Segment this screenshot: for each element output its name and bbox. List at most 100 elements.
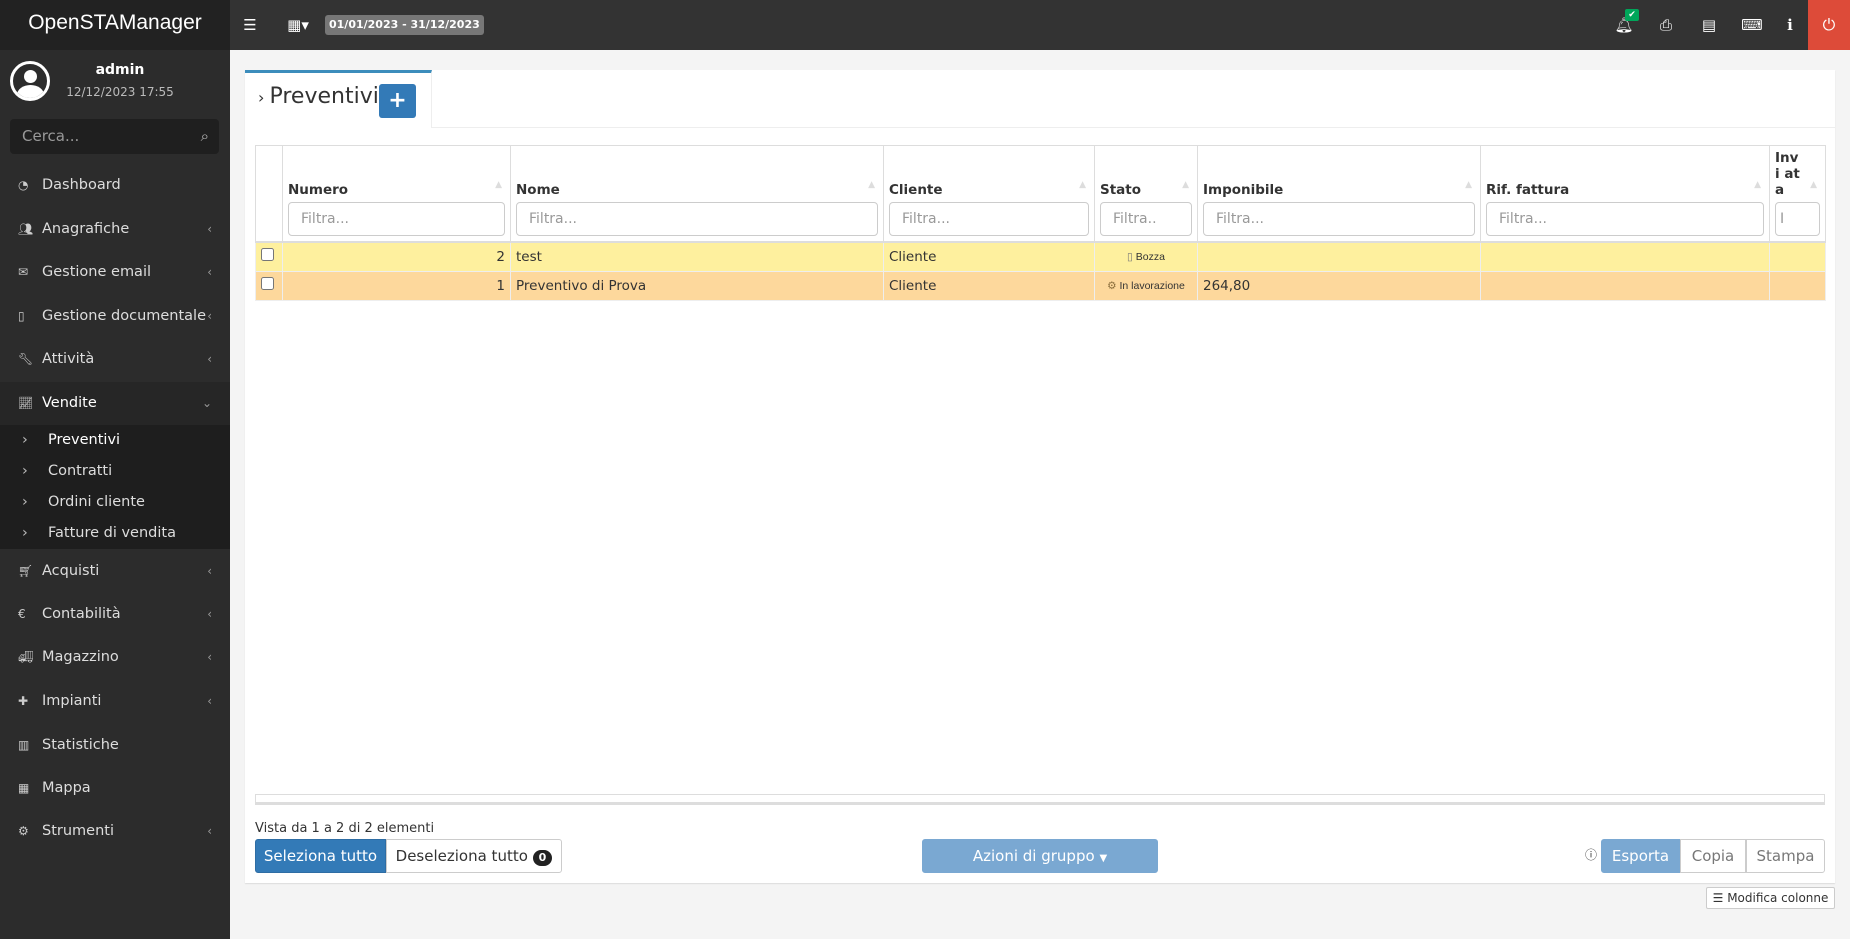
column-title: Imponibile	[1203, 182, 1284, 198]
sidebar-item-contabilit-[interactable]: € Contabilità ‹	[0, 593, 230, 636]
deselect-all-button[interactable]: Deseleziona tutto 0	[386, 839, 562, 873]
table-row[interactable]: 2 test Cliente ▯ Bozza	[255, 241, 1826, 272]
submenu-item-fatture-di-vendita[interactable]: › Fatture di vendita	[0, 518, 230, 549]
file-icon: ▯	[18, 309, 25, 323]
sidebar-item-acquisti[interactable]: 🛒︎ Acquisti ‹	[0, 550, 230, 593]
filter-placeholder: Filtra...	[1216, 211, 1264, 227]
sidebar-item-anagrafiche[interactable]: 👥︎ Anagrafiche ‹	[0, 208, 230, 251]
chevron-icon: ‹	[207, 309, 212, 323]
add-button[interactable]: +	[379, 84, 416, 118]
sort-icon[interactable]: ▲	[868, 180, 875, 190]
sidebar-item-dashboard[interactable]: ◔ Dashboard	[0, 164, 230, 207]
envelope-icon: ✉	[18, 265, 29, 279]
status-label: In lavorazione	[1119, 279, 1185, 292]
cell-imponibile	[1197, 241, 1481, 272]
submenu-item-preventivi[interactable]: › Preventivi	[0, 425, 230, 456]
sort-icon[interactable]: ▲	[1465, 180, 1472, 190]
sidebar-item-label: Contabilità	[42, 606, 121, 622]
column-title: Stato	[1100, 182, 1142, 198]
search-icon[interactable]: ⌕	[200, 127, 209, 145]
sidebar-item-gestione-email[interactable]: ✉ Gestione email ‹	[0, 251, 230, 294]
column-filter-input[interactable]: Filtra..	[1100, 202, 1192, 236]
book-icon[interactable]: ▤	[1701, 16, 1717, 34]
submenu-item-contratti[interactable]: › Contratti	[0, 456, 230, 487]
info-icon[interactable]: i	[1787, 16, 1793, 34]
sidebar-item-label: Mappa	[42, 780, 91, 796]
users-icon: 👥︎	[18, 222, 34, 236]
select-column-header	[255, 145, 283, 243]
sort-icon[interactable]: ▲	[1754, 180, 1761, 190]
puzzle-icon: ✚	[18, 694, 29, 708]
submenu-item-label: Ordini cliente	[48, 494, 145, 510]
column-header[interactable]: Rif. fattura ▲ Filtra...	[1480, 145, 1770, 243]
cog-icon: ⚙	[18, 824, 29, 838]
sidebar-item-gestione-documentale[interactable]: ▯ Gestione documentale ‹	[0, 295, 230, 338]
column-title: Invi ata	[1775, 150, 1800, 198]
cell-rif-fattura	[1480, 270, 1770, 301]
keyboard-icon[interactable]: ⌨	[1741, 16, 1763, 34]
cell-numero: 1	[282, 270, 511, 301]
vendite-submenu	[0, 425, 230, 549]
chevron-icon: ‹	[207, 607, 212, 621]
column-title: Cliente	[889, 182, 943, 198]
sidebar-item-strumenti[interactable]: ⚙ Strumenti ‹	[0, 810, 230, 853]
cell-cliente: Cliente	[883, 270, 1095, 301]
status-label: Bozza	[1135, 250, 1165, 263]
group-actions-button[interactable]: Azioni di gruppo ▼	[922, 839, 1158, 873]
chevron-icon: ‹	[207, 564, 212, 578]
calendar-icon[interactable]: ▦▾	[287, 16, 309, 34]
print-button[interactable]: Stampa	[1746, 839, 1825, 873]
column-filter-input[interactable]: Filtra...	[889, 202, 1089, 236]
sidebar-item-mappa[interactable]: ▦ Mappa	[0, 767, 230, 810]
deselect-all-label: Deseleziona tutto	[395, 847, 528, 865]
date-range-picker[interactable]: 01/01/2023 - 31/12/2023	[325, 15, 484, 35]
sort-icon[interactable]: ▲	[1079, 180, 1086, 190]
select-all-button[interactable]: Seleziona tutto	[255, 839, 386, 873]
row-checkbox[interactable]	[261, 277, 274, 290]
column-filter-input[interactable]: Filtra...	[516, 202, 878, 236]
submenu-item-ordini-cliente[interactable]: › Ordini cliente	[0, 487, 230, 518]
sort-icon[interactable]: ▲	[495, 180, 502, 190]
cell-inviata	[1769, 270, 1826, 301]
copy-button[interactable]: Copia	[1680, 839, 1746, 873]
column-header[interactable]: Stato ▲ Filtra..	[1094, 145, 1198, 243]
sidebar-item-statistiche[interactable]: ▥ Statistiche	[0, 724, 230, 767]
column-header[interactable]: Invi ata ▲ I	[1769, 145, 1826, 243]
chevron-right-icon: ›	[258, 88, 270, 107]
truck-icon: 🚚︎	[18, 650, 34, 664]
sort-icon[interactable]: ▲	[1182, 180, 1189, 190]
sidebar-item-attivit-[interactable]: 🔧︎ Attività ‹	[0, 338, 230, 381]
column-filter-input[interactable]: Filtra...	[1203, 202, 1475, 236]
column-header[interactable]: Numero ▲ Filtra...	[282, 145, 511, 243]
edit-columns-button[interactable]: ☰ Modifica colonne	[1706, 887, 1835, 909]
cell-nome: Preventivo di Prova	[510, 270, 884, 301]
column-filter-input[interactable]: Filtra...	[288, 202, 505, 236]
sidebar-item-magazzino[interactable]: 🚚︎ Magazzino ‹	[0, 636, 230, 679]
table-row[interactable]: 1 Preventivo di Prova Cliente ⚙ In lavorazi…	[255, 270, 1826, 301]
column-header[interactable]: Cliente ▲ Filtra...	[883, 145, 1095, 243]
chevron-icon: ‹	[207, 694, 212, 708]
column-header[interactable]: Imponibile ▲ Filtra...	[1197, 145, 1481, 243]
print-icon[interactable]: ⎙	[1659, 16, 1672, 34]
export-button[interactable]: Esporta	[1601, 839, 1680, 873]
page-title: › Preventivi	[258, 84, 379, 109]
logout-power-icon[interactable]: ⏻	[1808, 0, 1850, 50]
sort-icon[interactable]: ▲	[1810, 180, 1817, 190]
column-filter-input[interactable]: I	[1775, 202, 1820, 236]
app-logo[interactable]: OpenSTAManager	[0, 0, 230, 50]
help-icon[interactable]: ⓘ	[1585, 848, 1598, 862]
bell-icon[interactable]: 🔔︎	[1614, 16, 1634, 34]
column-header[interactable]: Nome ▲ Filtra...	[510, 145, 884, 243]
column-filter-input[interactable]: Filtra...	[1486, 202, 1764, 236]
user-name[interactable]: admin	[95, 62, 145, 78]
filter-placeholder: Filtra...	[1499, 211, 1547, 227]
sidebar-item-vendite[interactable]: 📈︎ Vendite ⌄	[0, 382, 230, 425]
row-checkbox[interactable]	[261, 248, 274, 262]
sidebar-search-input[interactable]: Cerca... ⌕	[10, 119, 219, 154]
menu-toggle-icon[interactable]: ☰	[243, 16, 257, 34]
cog-icon: ⚙	[1107, 279, 1117, 292]
chevron-icon: ⌄	[201, 396, 212, 410]
cell-nome: test	[510, 241, 884, 272]
cell-rif-fattura	[1480, 241, 1770, 272]
sidebar-item-impianti[interactable]: ✚ Impianti ‹	[0, 680, 230, 723]
